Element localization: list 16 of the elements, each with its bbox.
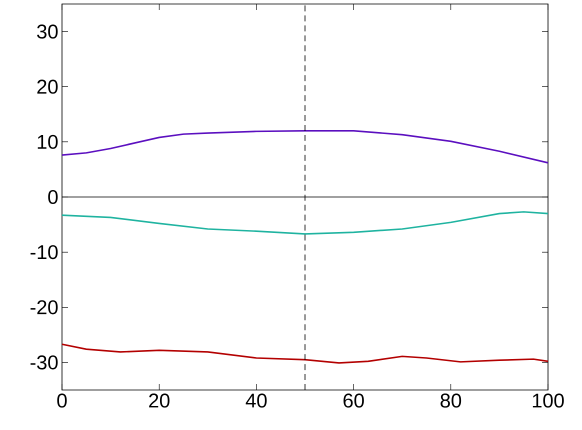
y-tick-label: 10 xyxy=(38,134,58,149)
y-tick-label: -20 xyxy=(30,300,58,314)
x-tick-label: 80 xyxy=(440,394,462,408)
y-tick-label: 20 xyxy=(37,80,58,94)
y-tick-label: -10 xyxy=(30,245,58,260)
y-tick-label: 0 xyxy=(48,190,58,204)
x-tick-label: 0 xyxy=(57,394,67,408)
y-tick-label: 30 xyxy=(37,24,58,39)
x-tick-label: 60 xyxy=(344,394,364,408)
x-tick-label: 20 xyxy=(149,394,170,408)
x-tick-label: 100 xyxy=(532,394,564,408)
x-tick-label: 40 xyxy=(246,394,267,408)
line-series xyxy=(61,343,549,364)
y-tick-label: -30 xyxy=(30,355,58,370)
line-series xyxy=(61,130,549,164)
line-series xyxy=(61,211,549,235)
